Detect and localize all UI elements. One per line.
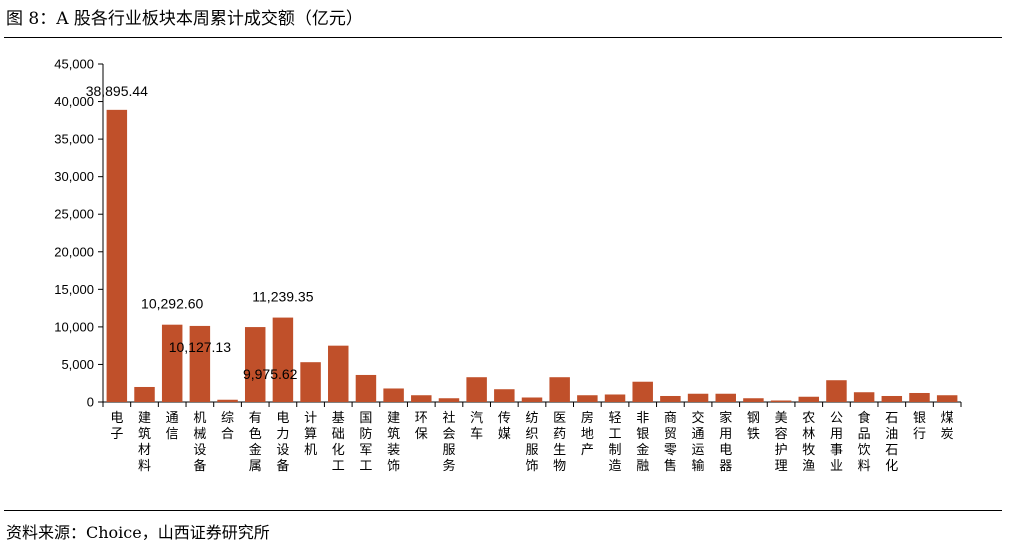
data-label: 10,127.13 bbox=[169, 339, 231, 355]
bar-非银金融 bbox=[632, 381, 653, 402]
bar-chart: 0 5,000 10,000 15,000 20,000 25,000 30,000 35,0… bbox=[54, 57, 962, 474]
bar-食品饮料 bbox=[853, 392, 875, 402]
category-label: 建筑材料 bbox=[138, 411, 151, 474]
bar-传媒 bbox=[494, 389, 515, 402]
category-label: 食品饮料 bbox=[858, 410, 871, 474]
y-tick-label: 45,000 bbox=[54, 57, 94, 72]
bar-煤炭 bbox=[936, 395, 958, 402]
category-label: 建筑装饰 bbox=[387, 411, 400, 474]
category-label: 基础化工 bbox=[332, 411, 345, 474]
data-label: 38,895.44 bbox=[86, 83, 148, 99]
y-tick-label: 10,000 bbox=[54, 319, 94, 334]
category-label: 医药生物 bbox=[553, 411, 566, 474]
category-label: 环保 bbox=[415, 411, 428, 442]
data-label: 10,292.60 bbox=[141, 296, 203, 312]
bar-家用电器 bbox=[715, 393, 736, 402]
category-label: 农林牧渔 bbox=[802, 411, 815, 474]
bar-医药生物 bbox=[549, 377, 570, 402]
category-label: 通信 bbox=[166, 411, 179, 442]
category-label: 综合 bbox=[221, 411, 234, 442]
bar-商贸零售 bbox=[660, 395, 681, 402]
category-label: 煤炭 bbox=[941, 411, 954, 442]
category-label: 美容护理 bbox=[775, 411, 788, 474]
bar-房地产 bbox=[577, 395, 598, 402]
category-label: 机械设备 bbox=[193, 411, 206, 474]
category-label: 轻工制造 bbox=[609, 411, 622, 474]
bar-石油石化 bbox=[881, 395, 903, 402]
bar-国防军工 bbox=[355, 374, 377, 402]
category-label: 社会服务 bbox=[442, 410, 455, 474]
category-label: 计算机 bbox=[304, 411, 317, 458]
category-label: 钢铁 bbox=[747, 411, 760, 442]
bar-通信 bbox=[161, 324, 183, 402]
source-note: 资料来源：Choice，山西证券研究所 bbox=[6, 523, 270, 542]
category-label: 纺织服饰 bbox=[525, 411, 538, 474]
y-tick-label: 40,000 bbox=[54, 94, 94, 109]
y-tick-label: 20,000 bbox=[54, 244, 94, 259]
bar-基础化工 bbox=[328, 345, 349, 402]
category-label: 家用电器 bbox=[719, 410, 732, 474]
category-label: 石油石化 bbox=[885, 411, 898, 474]
bar-有色金属 bbox=[244, 327, 266, 402]
bottom-rule bbox=[4, 510, 1002, 511]
bar-建筑材料 bbox=[134, 386, 155, 402]
bar-钢铁 bbox=[743, 398, 764, 402]
bar-农林牧渔 bbox=[798, 396, 820, 402]
bar-计算机 bbox=[300, 362, 321, 402]
bar-汽车 bbox=[466, 377, 487, 402]
bar-电子 bbox=[106, 109, 128, 403]
category-label: 有色金属 bbox=[249, 411, 262, 474]
y-tick-label: 15,000 bbox=[54, 282, 94, 297]
category-label: 电子 bbox=[110, 411, 123, 442]
bar-银行 bbox=[909, 392, 930, 402]
category-label: 商贸零售 bbox=[664, 411, 677, 474]
bar-交通运输 bbox=[687, 393, 709, 402]
bar-电力设备 bbox=[272, 317, 294, 402]
bar-建筑装饰 bbox=[383, 388, 404, 402]
y-tick-label: 5,000 bbox=[61, 357, 94, 372]
data-label: 9,975.62 bbox=[243, 366, 298, 382]
category-label: 国防军工 bbox=[359, 411, 372, 474]
bar-轻工制造 bbox=[604, 394, 626, 402]
top-rule bbox=[4, 37, 1002, 38]
bar-环保 bbox=[411, 395, 432, 402]
y-tick-label: 0 bbox=[87, 395, 94, 410]
y-tick-label: 25,000 bbox=[54, 207, 94, 222]
bar-社会服务 bbox=[438, 398, 460, 402]
category-label: 银行 bbox=[913, 411, 926, 442]
bar-机械设备 bbox=[189, 325, 211, 402]
category-label: 非银金融 bbox=[636, 411, 649, 474]
category-label: 传媒 bbox=[498, 411, 511, 442]
category-label: 电力设备 bbox=[276, 411, 289, 474]
bar-公用事业 bbox=[826, 380, 847, 402]
data-label: 11,239.35 bbox=[252, 289, 313, 305]
category-label: 公用事业 bbox=[830, 411, 843, 474]
bar-综合 bbox=[217, 399, 238, 402]
category-label: 房地产 bbox=[581, 410, 594, 458]
bar-美容护理 bbox=[770, 400, 792, 402]
bar-纺织服饰 bbox=[521, 397, 543, 402]
category-label: 汽车 bbox=[470, 411, 483, 442]
category-label: 交通运输 bbox=[692, 410, 705, 474]
figure-title: 图 8：A 股各行业板块本周累计成交额（亿元） bbox=[6, 9, 363, 29]
y-tick-label: 30,000 bbox=[54, 169, 94, 184]
y-tick-label: 35,000 bbox=[54, 132, 94, 147]
